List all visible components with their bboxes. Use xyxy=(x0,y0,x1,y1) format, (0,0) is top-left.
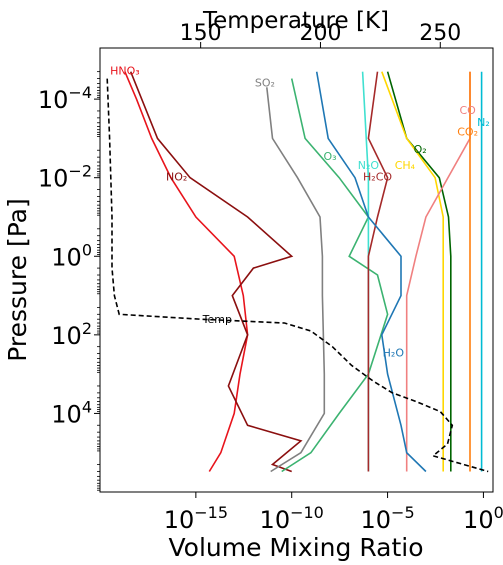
y-tick-label: 100 xyxy=(51,240,92,271)
series-line-h2o xyxy=(315,71,427,473)
x2-tick-label: 150 xyxy=(180,21,222,46)
x-tick-label: 10−15 xyxy=(164,503,228,534)
series-line-o3 xyxy=(281,78,389,473)
series-label-hno3: HNO₃ xyxy=(110,65,140,78)
x-axis-title: Volume Mixing Ratio xyxy=(168,533,423,562)
y-axis-title: Pressure [Pa] xyxy=(3,198,32,361)
series-line-no2 xyxy=(129,71,303,473)
series-line-o2 xyxy=(386,71,452,472)
temperature-line xyxy=(106,78,489,473)
x-tick-label: 10−5 xyxy=(360,503,414,534)
series-label-o2: O₂ xyxy=(414,143,427,156)
x-tick-label: 100 xyxy=(463,503,503,534)
x2-axis-title: Temperature [K] xyxy=(202,8,389,34)
series-label-h2co: H₂CO xyxy=(363,171,392,184)
x2-tick-label: 250 xyxy=(419,21,461,46)
series-label-o3: O₃ xyxy=(324,150,337,163)
y-tick-label: 10−2 xyxy=(38,162,92,193)
series-line-hno3 xyxy=(124,71,249,472)
series-label-co2: CO₂ xyxy=(457,125,478,138)
series-line-ch- xyxy=(381,71,444,472)
series-label-h2o: H₂O xyxy=(383,347,405,360)
plot-frame xyxy=(99,47,494,493)
y-tick-label: 104 xyxy=(51,397,92,428)
temperature-label: Temp xyxy=(202,313,232,326)
series-label-no2: NO₂ xyxy=(166,171,187,184)
ticks-layer: 10−15 10−10 10−5 100 150 200 250 10−4 10−2 100 102… xyxy=(38,21,503,534)
series-label-n2o: N₂O xyxy=(358,159,380,172)
y-tick-label: 10−4 xyxy=(38,83,92,114)
series-label-ch-: CH₄ xyxy=(395,159,416,172)
series-label-so2: SO₂ xyxy=(255,76,275,89)
series-line-h2co xyxy=(367,71,389,472)
y-tick-label: 102 xyxy=(51,319,92,350)
x-tick-label: 10−10 xyxy=(260,503,324,534)
series-line-so2 xyxy=(266,87,326,473)
series-label-n2: N₂ xyxy=(477,116,490,129)
series-label-co: CO xyxy=(459,104,476,117)
x2-tick-label: 200 xyxy=(299,21,341,46)
